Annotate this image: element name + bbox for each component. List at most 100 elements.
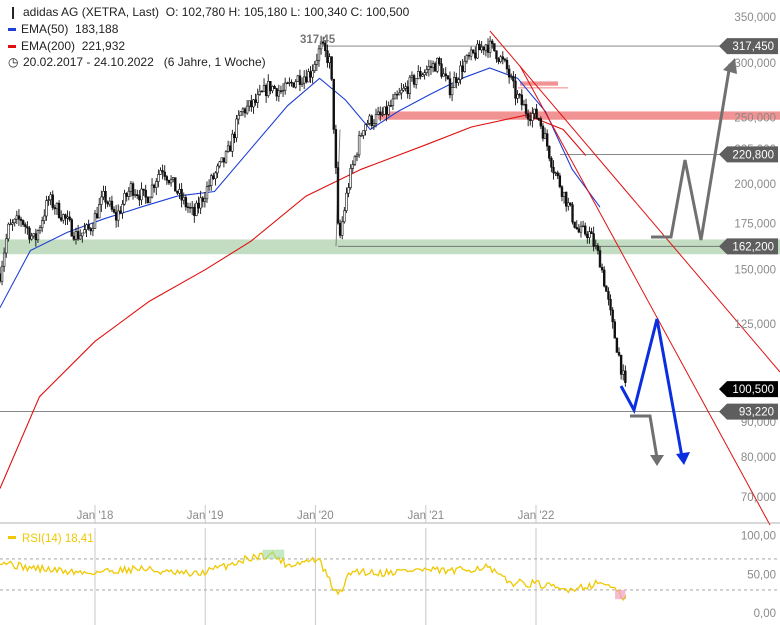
candle-body [252, 99, 255, 108]
candle-body [436, 57, 439, 72]
candle-body [34, 233, 38, 241]
candle-body [72, 235, 76, 240]
candle-body [142, 188, 145, 191]
candle-body [210, 175, 213, 186]
x-tick-label: Jan '21 [407, 510, 444, 522]
candle-body [319, 41, 323, 50]
candle-body [412, 75, 416, 85]
candle-body [127, 190, 131, 197]
rsi-line [0, 550, 626, 601]
candle-body [425, 69, 428, 74]
candle-body [624, 370, 627, 383]
candle-body [444, 73, 447, 76]
candle-body [598, 250, 602, 268]
x-tick-label: Jan '20 [297, 510, 334, 522]
candle-body [66, 216, 69, 219]
candle-body [286, 82, 289, 85]
candle-body [233, 133, 236, 139]
candle-body [442, 73, 445, 77]
candle-body [531, 113, 534, 121]
candle-body [220, 157, 223, 163]
candle-body [245, 105, 249, 114]
candle-body [300, 82, 304, 85]
candle-body [577, 228, 581, 233]
candle-body [603, 269, 606, 287]
candle-body [13, 218, 16, 224]
ema50-swatch [8, 28, 16, 32]
candle-body [529, 118, 532, 121]
candle-body [417, 71, 420, 79]
candle-body [355, 154, 359, 157]
candle-body [351, 164, 354, 169]
candle-body [21, 220, 25, 225]
candle-body [613, 321, 616, 339]
candle-body [131, 183, 135, 196]
candle-body [600, 266, 604, 271]
candle-body [518, 94, 521, 96]
candle-body [197, 202, 200, 209]
candle-body [488, 40, 492, 53]
candle-body [452, 77, 456, 88]
candle-body [231, 133, 234, 152]
candle-body [410, 75, 414, 78]
rsi-oversold-fill [615, 589, 626, 600]
candle-body [0, 265, 4, 282]
level-tag-100,500 [719, 381, 778, 398]
candle-body [309, 71, 312, 78]
candle-body [495, 50, 498, 60]
candle-body [364, 124, 367, 132]
level-tag-162,200 [719, 238, 778, 255]
candle-body [110, 200, 114, 210]
candle-body [615, 337, 619, 353]
candle-body [398, 92, 401, 96]
candle-body [554, 172, 557, 174]
candle-body [370, 115, 373, 127]
candle-body [385, 106, 388, 115]
candle-body [476, 43, 479, 59]
candle-body [469, 49, 473, 57]
high-label: 317,45 [300, 34, 336, 46]
candle-body [307, 71, 310, 83]
ema50-line [0, 67, 601, 309]
candle-body [43, 215, 46, 221]
candle-body [305, 76, 308, 83]
candle-body [176, 190, 179, 194]
candle-body [174, 177, 177, 192]
candle-body [0, 273, 2, 282]
candle-body [338, 222, 342, 236]
candle-body [258, 90, 262, 95]
candle-body [586, 233, 589, 238]
y-tick-label: 90,000 [741, 417, 776, 429]
candle-body [372, 123, 376, 127]
candle-body [100, 196, 103, 205]
candle-body [89, 228, 92, 232]
candle-body [427, 66, 431, 70]
x-tick-label: Jan '19 [187, 510, 224, 522]
candle-body [421, 74, 424, 77]
candle-body [558, 175, 562, 188]
candle-body [256, 94, 259, 103]
candle-body [450, 87, 454, 96]
candle-body [387, 105, 390, 115]
candle-body [7, 223, 10, 240]
candle-body [611, 309, 614, 323]
candle-body [448, 78, 452, 96]
candle-body [55, 202, 59, 210]
candle-body [17, 215, 21, 220]
candle-body [584, 225, 587, 235]
arrow-head-gray-up [723, 58, 737, 74]
candle-body [119, 210, 122, 214]
candle-body [366, 122, 369, 125]
candle-body [537, 118, 540, 120]
candle-body [588, 231, 591, 238]
candle-body [478, 43, 481, 51]
level-tag-text: 220,800 [732, 149, 774, 161]
candle-body [605, 285, 608, 292]
candle-body [556, 172, 559, 177]
rsi-panel: 0,00 50,00 100,00 RSI(14) 18,41 [0, 528, 780, 625]
level-tag-93,220 [719, 403, 778, 420]
candle-body [241, 108, 245, 113]
candle-body [486, 44, 490, 53]
candle-body [567, 202, 570, 207]
legend-ema200: EMA(200) 221,932 [8, 39, 125, 53]
